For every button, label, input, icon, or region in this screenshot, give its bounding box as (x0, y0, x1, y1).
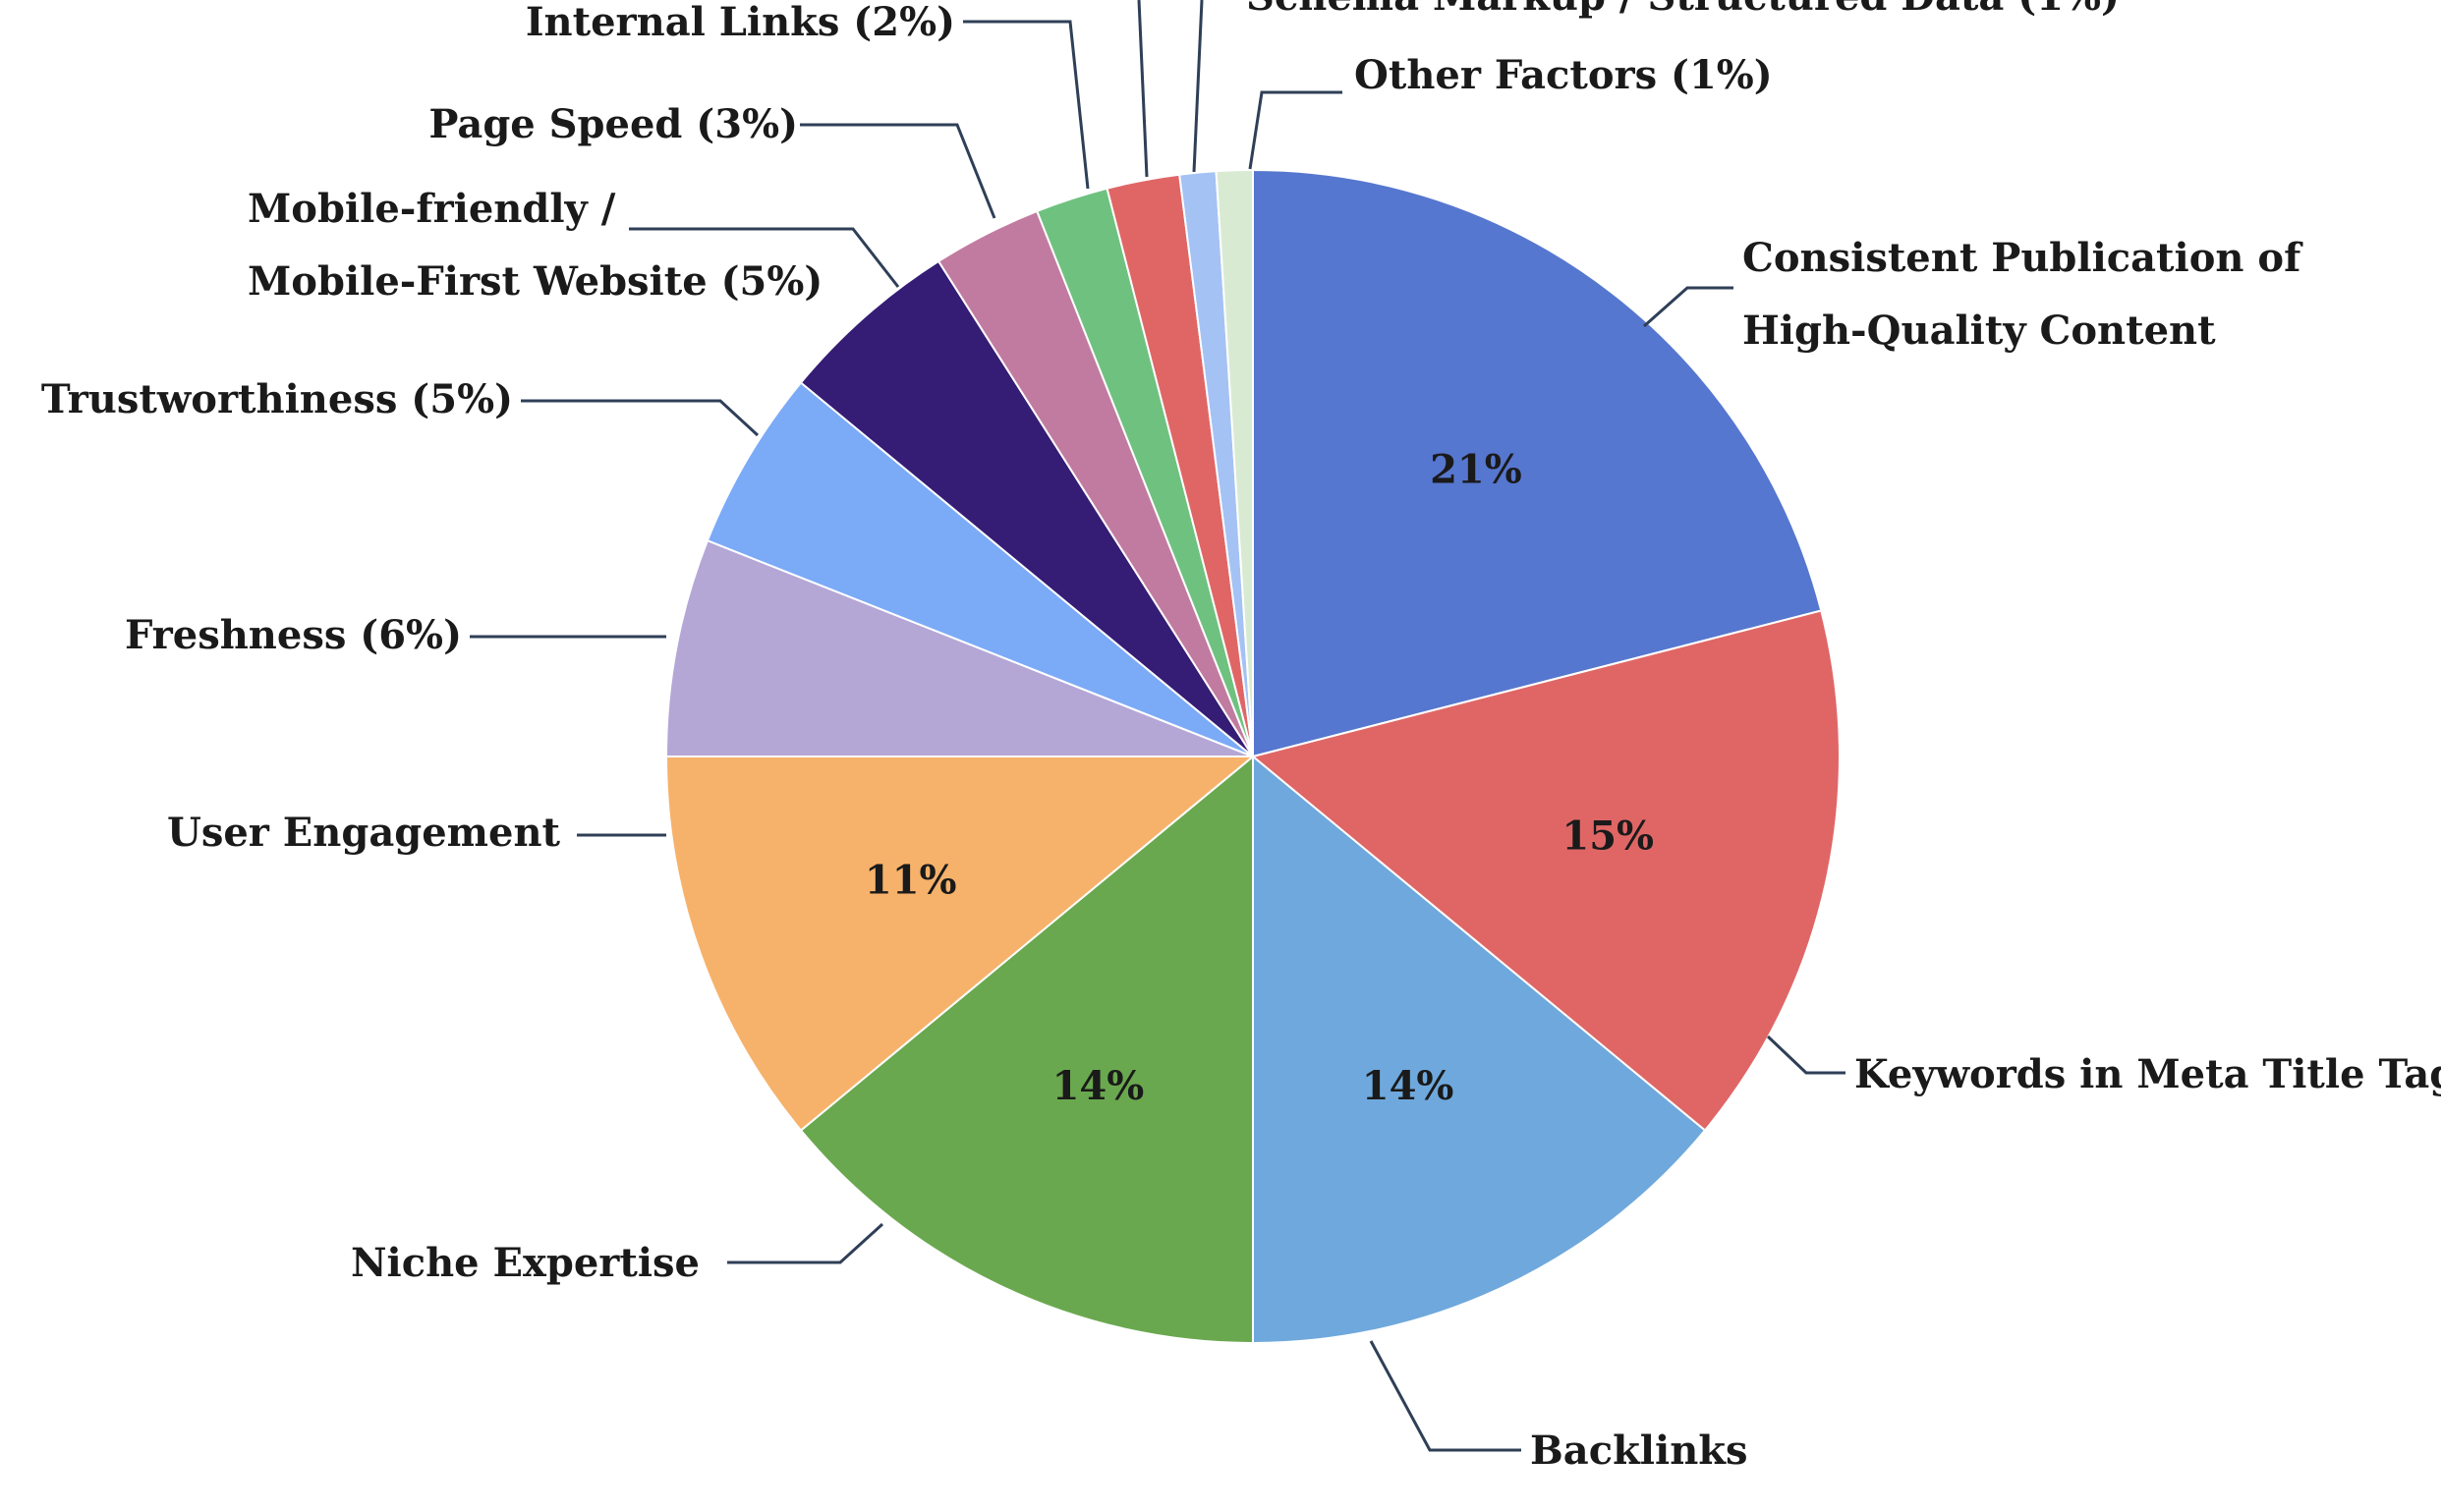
callout-label: Mobile-First Website (5%) (248, 258, 823, 305)
slice-value-label: 11% (865, 857, 957, 903)
labels-layer: 21% 15% 14% 14% 11% Consistent Publication of… (41, 0, 2441, 1474)
leader-line (963, 20, 1090, 190)
leader-line (1766, 1035, 1845, 1075)
callout-label: Freshness (6%) (125, 612, 462, 658)
pie-slice (1215, 168, 1254, 757)
leaders-layer (470, 0, 1845, 1452)
callout-label: High-Quality Content (1742, 308, 2216, 354)
slice-value-label: 15% (1561, 813, 1654, 860)
leader-line (727, 1222, 884, 1264)
pie-slice (664, 538, 1254, 757)
slices-layer (664, 168, 1841, 1345)
callout-label: Consistent Publication of (1742, 235, 2303, 281)
leader-line (629, 227, 900, 288)
leader-line (1192, 0, 1204, 173)
leader-line (521, 399, 760, 437)
callout-label: Page Speed (3%) (428, 101, 798, 147)
callout-label: Other Factors (1%) (1354, 52, 1773, 98)
leader-line (1137, 0, 1149, 178)
callout-label: Mobile-friendly / (248, 186, 616, 232)
pie-slice (706, 381, 1254, 757)
callout-label: Schema Markup / Structured Data (1%) (1246, 0, 2120, 20)
leader-line (1643, 286, 1733, 328)
pie-slice (1252, 168, 1823, 758)
pie-slice (664, 756, 1256, 1132)
pie-slice (799, 259, 1254, 757)
pie-slice (1252, 754, 1707, 1345)
leader-line (1248, 90, 1342, 170)
callout-label: Keywords in Meta Title Tags (1854, 1051, 2441, 1097)
slice-value-label: 14% (1052, 1063, 1145, 1109)
pie-slice (799, 754, 1254, 1345)
callout-label: Niche Expertise (351, 1240, 700, 1286)
callout-label: Internal Links (2%) (526, 0, 955, 45)
slice-value-label: 14% (1362, 1063, 1454, 1109)
leader-line (800, 123, 996, 219)
callout-label: User Engagement (167, 810, 561, 856)
leader-line (1369, 1340, 1521, 1452)
callout-label: Backlinks (1530, 1428, 1748, 1474)
slice-value-label: 21% (1430, 447, 1522, 493)
callout-label: Trustworthiness (5%) (41, 376, 513, 422)
pie-slice (1250, 609, 1841, 1132)
